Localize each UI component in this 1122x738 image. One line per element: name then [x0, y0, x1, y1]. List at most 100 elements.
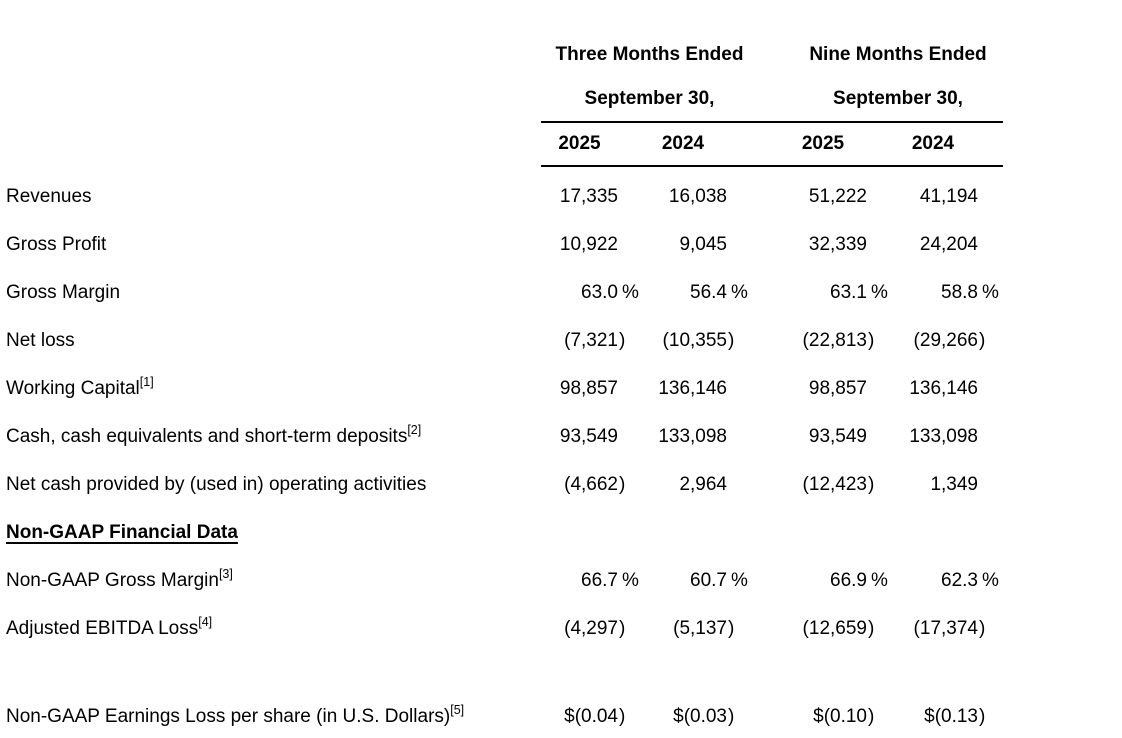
value-cell: $(0.13)	[888, 693, 999, 738]
value-cell	[888, 509, 999, 557]
value-cell: 66.9%	[830, 570, 888, 591]
year-header-row: 2025 2024 2025 2024	[0, 123, 1122, 165]
value-cell	[639, 653, 748, 693]
table-row: Net loss (7,321) (10,355) (22,813) (29,266)	[0, 317, 1122, 365]
value-cell: 93,549	[808, 426, 867, 447]
value-suffix: %	[871, 282, 888, 303]
value-cell: $(0.10)	[779, 693, 888, 738]
year-column-header: 2025	[801, 133, 845, 154]
nine-months-header-group: Nine Months Ended September 30,	[779, 33, 999, 121]
value-suffix: )	[868, 474, 875, 495]
row-label: Cash, cash equivalents and short-term de…	[6, 423, 422, 447]
value-cell: (17,374)	[888, 605, 999, 653]
table-row: Non-GAAP Earnings Loss per share (in U.S…	[0, 693, 1122, 738]
value-cell: 62.3%	[941, 570, 999, 591]
value-cell: (4,297)	[541, 605, 639, 653]
value-cell: 1,349	[930, 474, 978, 495]
value-cell: 66.7%	[581, 570, 639, 591]
table-header: Three Months Ended September 30, Nine Mo…	[0, 33, 1122, 121]
value-cell: 10,922	[559, 234, 618, 255]
value-suffix: )	[728, 330, 735, 351]
table-row: Adjusted EBITDA Loss [4] (4,297) (5,137) (12…	[0, 605, 1122, 653]
table-body: Revenues 17,335 16,038 51,222 41,194 Gross Pr…	[0, 173, 1122, 738]
value-suffix: )	[868, 330, 875, 351]
value-cell	[888, 653, 999, 693]
value-cell: 16,038	[668, 186, 727, 207]
value-cell: 9,045	[679, 234, 727, 255]
value-cell	[779, 509, 888, 557]
value-suffix: %	[731, 570, 748, 591]
table-row: Gross Profit 10,922 9,045 32,339 24,204	[0, 221, 1122, 269]
period-title: Nine Months Ended	[809, 44, 987, 65]
value-cell: 17,335	[559, 186, 618, 207]
value-suffix: )	[619, 706, 626, 727]
value-cell: (12,423)	[779, 461, 888, 509]
year-column-header: 2024	[911, 133, 955, 154]
value-cell	[779, 653, 888, 693]
value-suffix: %	[982, 282, 999, 303]
value-cell: 58.8%	[941, 282, 999, 303]
value-cell: 2,964	[679, 474, 727, 495]
value-cell	[639, 509, 748, 557]
value-cell: (7,321)	[541, 317, 639, 365]
value-cell: 41,194	[919, 186, 978, 207]
value-cell: $(0.03)	[639, 693, 748, 738]
spacer-row	[0, 653, 1122, 693]
value-cell: 56.4%	[690, 282, 748, 303]
value-suffix: %	[622, 282, 639, 303]
value-cell	[541, 653, 639, 693]
year-column-header: 2025	[558, 133, 601, 154]
section-heading-row: Non-GAAP Financial Data	[0, 509, 1122, 557]
row-label: Net cash provided by (used in) operating…	[6, 474, 427, 495]
table-row: Revenues 17,335 16,038 51,222 41,194	[0, 173, 1122, 221]
value-cell: 136,146	[909, 378, 978, 399]
row-label: Adjusted EBITDA Loss [4]	[6, 615, 213, 639]
row-label	[0, 653, 541, 693]
value-suffix: )	[979, 330, 986, 351]
value-cell: 98,857	[808, 378, 867, 399]
table-row: Gross Margin 63.0% 56.4% 63.1% 58.8%	[0, 269, 1122, 317]
table-row: Cash, cash equivalents and short-term de…	[0, 413, 1122, 461]
value-cell: 133,098	[658, 426, 727, 447]
value-cell	[541, 509, 639, 557]
value-cell: (12,659)	[779, 605, 888, 653]
period-date: September 30,	[584, 88, 715, 109]
row-label: Working Capital [1]	[6, 375, 154, 399]
row-label: Revenues	[6, 186, 92, 207]
value-cell: $(0.04)	[541, 693, 639, 738]
table-row: Non-GAAP Gross Margin [3] 66.7% 60.7% 66.9% 6…	[0, 557, 1122, 605]
value-cell: (22,813)	[779, 317, 888, 365]
value-suffix: )	[868, 618, 875, 639]
row-label: Non-GAAP Financial Data	[6, 522, 238, 543]
value-cell: (4,662)	[541, 461, 639, 509]
table-row: Net cash provided by (used in) operating…	[0, 461, 1122, 509]
value-suffix: %	[871, 570, 888, 591]
value-cell: 32,339	[808, 234, 867, 255]
value-cell: 93,549	[559, 426, 618, 447]
row-label: Gross Profit	[6, 234, 107, 255]
value-cell: 63.1%	[830, 282, 888, 303]
row-label: Non-GAAP Gross Margin [3]	[6, 567, 233, 591]
value-suffix: )	[868, 706, 875, 727]
value-suffix: )	[728, 706, 735, 727]
header-rule-bottom	[541, 165, 1003, 167]
value-cell: 60.7%	[690, 570, 748, 591]
value-suffix: )	[619, 618, 626, 639]
value-suffix: )	[979, 706, 986, 727]
value-suffix: )	[619, 330, 626, 351]
value-cell: (5,137)	[639, 605, 748, 653]
table-row: Working Capital [1] 98,857 136,146 98,857 136…	[0, 365, 1122, 413]
value-suffix: %	[982, 570, 999, 591]
row-label: Non-GAAP Earnings Loss per share (in U.S…	[6, 703, 465, 727]
value-suffix: )	[728, 618, 735, 639]
value-cell: 24,204	[919, 234, 978, 255]
row-label: Net loss	[6, 330, 75, 351]
year-column-header: 2024	[661, 133, 705, 154]
value-cell: 98,857	[559, 378, 618, 399]
period-date: September 30,	[833, 88, 963, 109]
value-cell: (10,355)	[639, 317, 748, 365]
value-cell: (29,266)	[888, 317, 999, 365]
three-months-header-group: Three Months Ended September 30,	[541, 33, 748, 121]
value-cell: 136,146	[658, 378, 727, 399]
